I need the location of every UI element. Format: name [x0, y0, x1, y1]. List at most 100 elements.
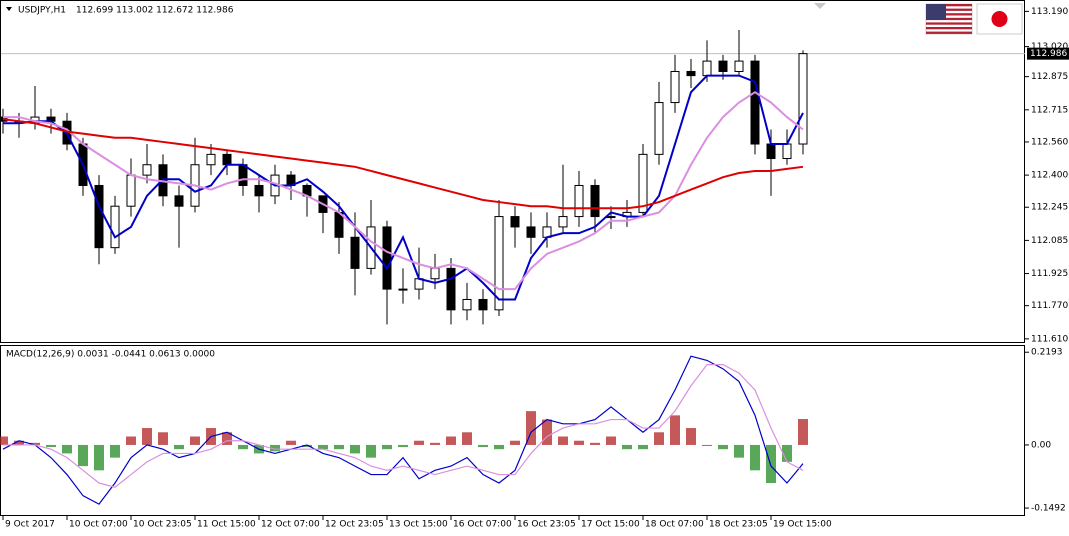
- histogram-bar: [606, 436, 616, 445]
- shift-marker: [814, 3, 826, 9]
- histogram-bar: [798, 419, 808, 445]
- candle-body: [702, 60, 712, 77]
- histogram-bar: [78, 444, 88, 467]
- candle-body: [206, 153, 216, 166]
- macd-title: MACD(12,26,9) 0.0031 -0.0441 0.0613 0.00…: [6, 350, 215, 360]
- candle-body: [254, 184, 264, 197]
- histogram-bar: [670, 415, 680, 445]
- us-flag: [925, 3, 973, 35]
- y-tick-label: 111.610: [1031, 334, 1068, 344]
- price-panel: [0, 0, 1025, 343]
- y-tick-label: 112.715: [1031, 105, 1068, 115]
- histogram-bar: [622, 444, 632, 450]
- candle-body: [478, 298, 488, 311]
- x-tick-label: 17 Oct 15:00: [581, 520, 640, 530]
- x-tick-label: 12 Oct 07:00: [261, 520, 320, 530]
- histogram-bar: [238, 444, 248, 450]
- x-tick-label: 16 Oct 07:00: [453, 520, 512, 530]
- histogram-bar: [46, 444, 56, 448]
- histogram-bar: [686, 428, 696, 445]
- candle-body: [766, 143, 776, 160]
- histogram-bar: [494, 444, 504, 450]
- histogram-bar: [718, 444, 728, 450]
- y-tick-label: 111.925: [1031, 269, 1068, 279]
- y-tick-label: 113.190: [1031, 7, 1068, 17]
- histogram-bar: [366, 444, 376, 458]
- x-tick-label: 18 Oct 07:00: [645, 520, 704, 530]
- histogram-bar: [782, 444, 792, 462]
- candle-body: [238, 164, 248, 186]
- candle-body: [222, 153, 232, 166]
- candle-body: [734, 60, 744, 72]
- x-tick-label: 10 Oct 23:05: [133, 520, 192, 530]
- histogram-bar: [94, 444, 104, 471]
- histogram-bar: [574, 440, 584, 445]
- candle-body: [526, 226, 536, 238]
- histogram-bar: [398, 444, 408, 448]
- y-tick-label: 111.770: [1031, 301, 1068, 311]
- histogram-bar: [318, 444, 328, 450]
- y-tick-label: 113.020: [1031, 42, 1068, 52]
- candle-body: [510, 216, 520, 228]
- x-tick-label: 11 Oct 15:00: [197, 520, 256, 530]
- x-tick-label: 13 Oct 15:00: [389, 520, 448, 530]
- histogram-bar: [142, 428, 152, 445]
- histogram-bar: [654, 432, 664, 445]
- candle-body: [398, 288, 408, 291]
- histogram-bar: [14, 440, 24, 445]
- x-tick-label: 19 Oct 15:00: [773, 520, 832, 530]
- candle-body: [174, 195, 184, 207]
- histogram-bar: [766, 444, 776, 484]
- macd-panel: [0, 345, 1025, 516]
- macd-line: [3, 364, 804, 488]
- histogram-bar: [126, 436, 136, 445]
- histogram-bar: [158, 432, 168, 445]
- histogram-bar: [510, 440, 520, 445]
- candle-body: [350, 236, 360, 269]
- histogram-bar: [430, 442, 440, 445]
- menu-arrow: [6, 7, 12, 11]
- histogram-bar: [174, 444, 184, 450]
- candle-body: [686, 70, 696, 77]
- x-tick-label: 16 Oct 23:05: [517, 520, 576, 530]
- histogram-bar: [30, 442, 40, 445]
- histogram-bar: [0, 436, 8, 445]
- candle-body: [718, 60, 728, 72]
- candle-body: [782, 143, 792, 160]
- candle-body: [94, 184, 104, 249]
- candle-body: [126, 174, 136, 207]
- histogram-bar: [638, 444, 648, 450]
- y-tick-label: 0.00: [1031, 440, 1051, 450]
- candle-body: [654, 102, 664, 155]
- x-tick-label: 18 Oct 23:05: [709, 520, 768, 530]
- candle-body: [430, 267, 440, 280]
- histogram-bar: [558, 436, 568, 445]
- histogram-bar: [414, 440, 424, 445]
- candle-body: [446, 267, 456, 311]
- y-tick-label: 112.560: [1031, 137, 1068, 147]
- x-tick-label: 12 Oct 23:05: [325, 520, 384, 530]
- x-tick-label: 10 Oct 07:00: [69, 520, 128, 530]
- y-tick-label: 112.875: [1031, 72, 1068, 82]
- histogram-bar: [286, 440, 296, 445]
- candle-body: [382, 226, 392, 290]
- candle-body: [606, 216, 616, 219]
- symbol: USDJPY,H1: [18, 6, 66, 16]
- candle-body: [750, 60, 760, 145]
- histogram-bar: [542, 419, 552, 445]
- histogram-bar: [62, 444, 72, 454]
- candle-body: [142, 164, 152, 176]
- histogram-bar: [478, 444, 488, 448]
- candle-body: [798, 53, 808, 145]
- x-tick-label: 9 Oct 2017: [5, 520, 55, 530]
- y-tick-label: 0.2193: [1031, 348, 1063, 358]
- histogram-bar: [222, 432, 232, 445]
- moving-average: [3, 74, 804, 301]
- candle-body: [574, 184, 584, 218]
- histogram-bar: [462, 432, 472, 445]
- histogram-bar: [734, 444, 744, 458]
- candle-body: [590, 184, 600, 218]
- histogram-bar: [446, 436, 456, 445]
